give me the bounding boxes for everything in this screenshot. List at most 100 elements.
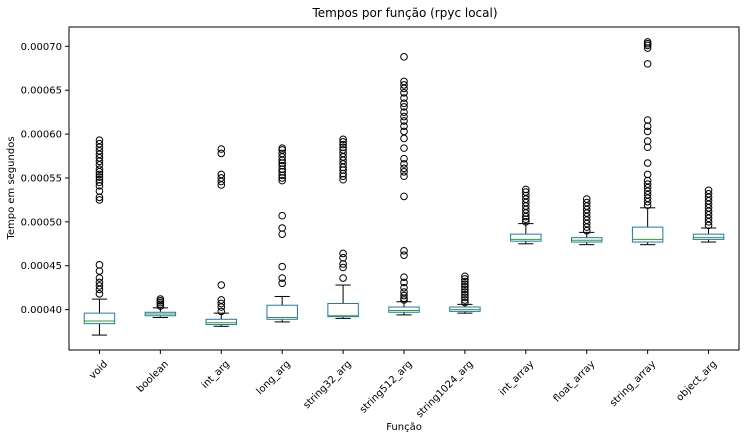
flier-point (643, 38, 652, 46)
flier-point (400, 103, 408, 111)
box-void (83, 136, 116, 336)
flier-point (339, 263, 347, 272)
x-tick-label: float_array (552, 359, 598, 405)
flier-point (339, 146, 347, 154)
flier-point (95, 187, 104, 195)
flier-point (95, 175, 104, 184)
plot-area (83, 38, 725, 336)
box-iqr (388, 306, 420, 313)
box-string32_arg (327, 135, 359, 319)
flier-point (400, 283, 408, 292)
flier-point (95, 290, 104, 298)
x-tick-label: string512_arg (358, 359, 415, 416)
flier-point (400, 89, 408, 97)
y-tick-label: 0.00045 (21, 261, 62, 272)
flier-point (339, 140, 347, 149)
box-iqr (510, 233, 542, 242)
flier-point (461, 296, 469, 304)
flier-point (95, 165, 104, 173)
x-tick-label: void (87, 359, 110, 382)
x-tick-label: string_array (608, 359, 658, 409)
flier-point (217, 296, 226, 304)
flier-point (278, 224, 286, 232)
box-int_arg (205, 145, 238, 327)
flier-point (461, 293, 469, 302)
flier-point (156, 295, 165, 303)
x-axis-label: Função (386, 422, 422, 433)
x-tick-label: object_arg (674, 359, 719, 404)
flier-point (400, 81, 408, 89)
flier-point (643, 116, 652, 124)
box-int_array (510, 185, 542, 245)
flier-point (400, 77, 408, 86)
y-tick-label: 0.00060 (21, 130, 62, 141)
flier-point (95, 139, 104, 148)
flier-point (400, 291, 408, 300)
x-tick-label: int_array (497, 359, 536, 398)
x-tick-label: long_arg (255, 359, 293, 397)
flier-point (217, 299, 226, 308)
flier-point (400, 108, 408, 116)
box-iqr (205, 318, 238, 326)
flier-point (643, 60, 652, 68)
flier-point (400, 164, 408, 173)
flier-point (95, 278, 104, 287)
flier-point (704, 189, 713, 198)
flier-point (95, 173, 104, 181)
box-string1024_arg (449, 272, 481, 314)
flier-point (643, 137, 652, 145)
flier-point (339, 274, 347, 282)
box-iqr (631, 226, 664, 243)
y-tick-label: 0.00050 (21, 217, 62, 228)
flier-point (278, 176, 286, 185)
flier-point (278, 211, 286, 220)
flier-point (400, 53, 408, 61)
flier-point (400, 168, 408, 176)
flier-point (643, 127, 652, 136)
x-tick-label: string32_arg (302, 359, 354, 411)
flier-point (339, 143, 347, 152)
flier-point (95, 274, 104, 282)
flier-point (400, 144, 408, 152)
flier-point (95, 261, 104, 269)
flier-point (95, 178, 104, 187)
flier-point (461, 285, 469, 294)
flier-point (95, 170, 104, 179)
flier-point (278, 149, 286, 158)
flier-point (522, 185, 530, 194)
flier-point (278, 161, 286, 170)
flier-point (400, 122, 408, 130)
box-iqr (327, 302, 359, 318)
x-tick-label: boolean (135, 359, 171, 395)
flier-point (339, 249, 347, 258)
flier-point (400, 273, 408, 281)
flier-point (217, 307, 226, 316)
y-tick-label: 0.00070 (21, 42, 62, 53)
y-tick-label: 0.00055 (21, 173, 62, 184)
flier-point (95, 267, 104, 275)
x-tick-label: int_arg (200, 359, 232, 391)
flier-point (339, 135, 347, 144)
flier-point (339, 138, 347, 146)
flier-point (95, 282, 104, 290)
y-tick-label: 0.00040 (21, 305, 62, 316)
flier-point (461, 283, 469, 291)
box-float_array (571, 195, 603, 246)
flier-point (643, 143, 652, 152)
flier-point (643, 180, 652, 188)
flier-point (217, 281, 226, 289)
flier-point (400, 172, 408, 181)
y-axis: 0.00040 0.00045 0.00050 0.00055 0.00060 0.000… (21, 42, 69, 316)
flier-point (400, 127, 408, 136)
flier-point (461, 288, 469, 296)
flier-point (461, 275, 469, 283)
flier-point (278, 279, 286, 288)
flier-point (461, 277, 469, 286)
flier-point (95, 136, 104, 145)
flier-point (278, 274, 286, 282)
flier-point (278, 262, 286, 271)
box-iqr (692, 233, 725, 240)
box-long_arg (266, 144, 298, 323)
flier-point (522, 218, 530, 226)
flier-point (400, 160, 408, 168)
